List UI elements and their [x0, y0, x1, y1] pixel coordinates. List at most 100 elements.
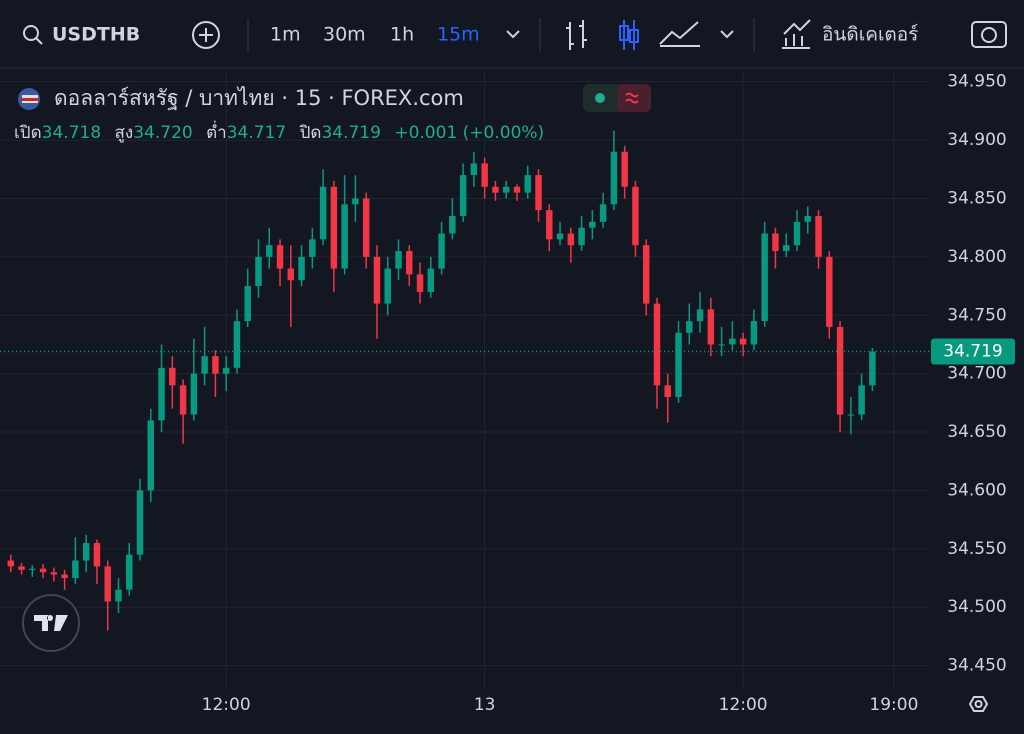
candle-body	[492, 186, 499, 193]
status-badge	[617, 84, 651, 112]
candle-body	[513, 186, 521, 193]
candle-body	[233, 321, 241, 368]
candle-body	[7, 560, 15, 567]
candle-body	[438, 233, 445, 269]
candle-body	[93, 543, 101, 567]
plot	[0, 130, 930, 631]
intervals: 1m 30m 1h 15m	[270, 24, 480, 46]
y-tick-label: 34.850	[947, 188, 1006, 208]
flag-icon	[22, 98, 38, 101]
candle-body	[621, 151, 628, 187]
candle-body	[61, 574, 68, 579]
candle-body	[29, 568, 36, 570]
candle-body	[707, 309, 715, 345]
add-symbol	[199, 28, 213, 42]
candles-icon	[619, 25, 629, 41]
candle-body	[449, 215, 456, 234]
candle-body	[750, 321, 758, 345]
candle-body	[502, 186, 510, 193]
x-tick-label: 13	[474, 695, 496, 715]
candle-body	[18, 566, 25, 570]
interval-button[interactable]: 30m	[323, 24, 366, 46]
candle-body	[255, 256, 262, 287]
symbol[interactable]: USDTHB	[52, 24, 140, 46]
bars-icon[interactable]	[566, 20, 587, 50]
candle-body	[729, 338, 736, 345]
y-tick-label: 34.800	[947, 247, 1006, 267]
candle-body	[599, 204, 607, 222]
candle-body	[201, 356, 208, 374]
candle-body	[836, 326, 844, 415]
search-icon[interactable]	[23, 25, 39, 41]
candle-body	[761, 233, 768, 322]
chevron[interactable]	[720, 30, 734, 39]
x-tick-label: 19:00	[869, 695, 918, 715]
y-tick-label: 34.750	[947, 305, 1006, 325]
candle-body	[567, 233, 575, 246]
interval-button[interactable]: 1h	[390, 24, 414, 46]
status-dot	[595, 93, 605, 103]
candle-body	[739, 338, 747, 345]
candle-body	[352, 198, 359, 205]
area-icon[interactable]	[659, 21, 700, 47]
y-tick-label: 34.700	[947, 364, 1006, 384]
candle-body	[222, 367, 230, 374]
low-value: 34.717	[227, 123, 286, 143]
candle-body	[793, 221, 801, 246]
candle-body	[459, 175, 467, 216]
candle-body	[535, 175, 542, 211]
candle-body	[610, 151, 618, 205]
candle-body	[309, 239, 316, 257]
candle-body	[373, 256, 381, 304]
candle-body	[524, 175, 531, 193]
candle-body	[406, 251, 413, 275]
candle-body	[126, 554, 133, 590]
candle-body	[869, 351, 876, 386]
candle-body	[686, 321, 693, 333]
candle-body	[266, 245, 273, 257]
candle-body	[589, 221, 596, 228]
close-label: ปิด	[299, 123, 322, 143]
candle-body	[858, 385, 865, 415]
high-value: 34.720	[133, 123, 192, 143]
high-label: สูง	[115, 123, 134, 143]
indicators-button[interactable]: อินดิเคเตอร์	[822, 24, 918, 46]
settings-icon[interactable]	[968, 696, 989, 712]
settings-icon	[974, 700, 983, 708]
last-price-label: 34.719	[943, 341, 1002, 361]
y-tick-label: 34.550	[947, 539, 1006, 559]
change-value: +0.001 (+0.00%)	[394, 123, 544, 143]
candle-body	[826, 256, 833, 327]
candle-body	[675, 332, 682, 398]
candle-body	[104, 566, 111, 602]
candle-body	[39, 568, 47, 573]
candle-body	[384, 268, 391, 304]
candle-body	[136, 490, 144, 555]
candle-body	[169, 367, 176, 386]
candle-body	[158, 367, 165, 421]
y-tick-label: 34.500	[947, 597, 1006, 617]
logo[interactable]	[22, 594, 80, 652]
indicators-icon[interactable]	[782, 19, 811, 49]
candle-body	[276, 245, 284, 269]
last-price-badge	[931, 338, 1015, 365]
open-value: 34.718	[42, 123, 101, 143]
candle-body	[50, 572, 58, 575]
open-label: เปิด	[14, 123, 42, 143]
candle-body	[804, 215, 811, 222]
y-tick-label: 34.650	[947, 422, 1006, 442]
interval-button[interactable]: 1m	[270, 24, 301, 46]
chevron[interactable]	[506, 30, 520, 39]
add-symbol[interactable]	[192, 21, 220, 49]
interval-button[interactable]: 15m	[437, 24, 480, 46]
candle-body	[481, 163, 488, 187]
logo	[34, 615, 68, 631]
low-label: ต่ำ	[206, 120, 227, 143]
camera-icon[interactable]	[971, 21, 1007, 48]
grid	[0, 70, 930, 689]
candle-body	[244, 286, 251, 322]
candle-body	[287, 268, 295, 281]
candle-body	[319, 186, 327, 240]
candle-body	[362, 198, 370, 257]
